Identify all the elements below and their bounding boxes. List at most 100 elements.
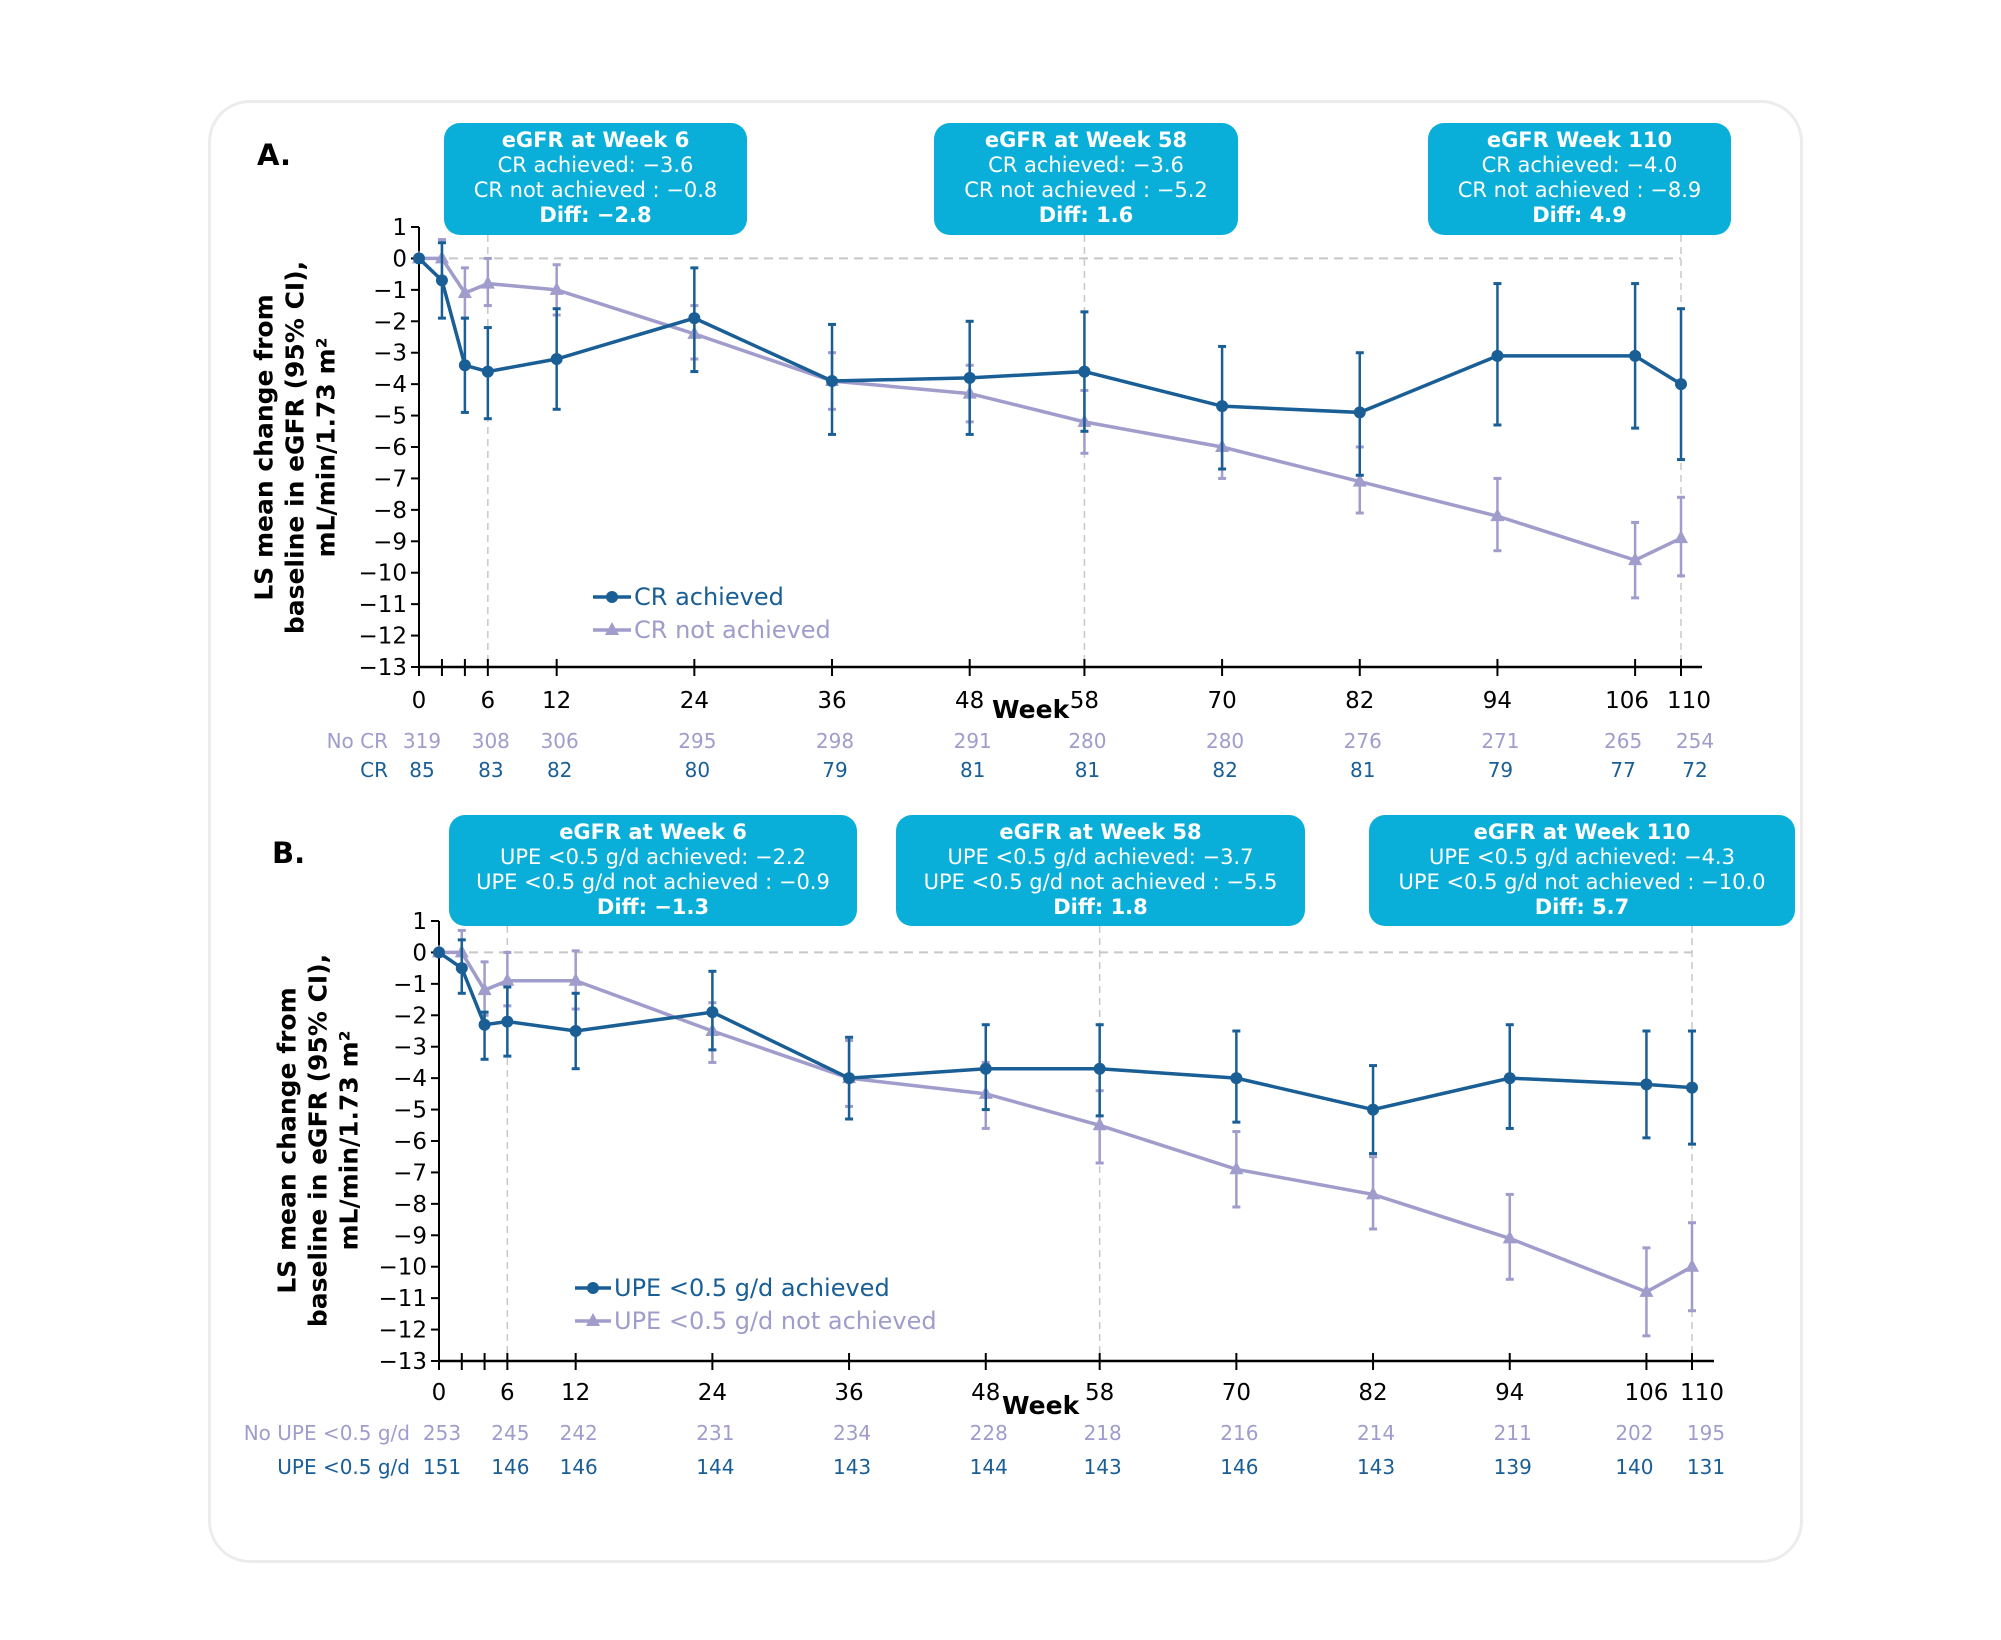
callout-line: UPE <0.5 g/d not achieved : −10.0 <box>1398 870 1766 894</box>
y-axis-title-line: mL/min/1.73 m² <box>311 337 341 558</box>
y-tick-label: −7 <box>393 1160 427 1186</box>
at-risk-row-label: CR <box>360 758 388 782</box>
data-point <box>688 312 701 325</box>
at-risk-row-label: No CR <box>327 729 389 753</box>
y-tick-label: −6 <box>393 1129 427 1155</box>
callout-line: CR not achieved : −8.9 <box>1457 178 1702 202</box>
y-tick-label: 0 <box>412 940 427 966</box>
x-tick-label: 12 <box>542 688 571 714</box>
data-point <box>1674 530 1688 544</box>
data-point <box>413 252 425 265</box>
at-risk-count: 242 <box>560 1421 598 1445</box>
x-tick-label: 82 <box>1358 1380 1387 1406</box>
data-point <box>1503 1072 1516 1085</box>
data-point <box>458 359 471 372</box>
callout-line: CR not achieved : −5.2 <box>964 178 1208 202</box>
data-point <box>568 972 583 986</box>
y-tick-label: 1 <box>392 215 407 241</box>
at-risk-count: 79 <box>822 758 847 782</box>
data-point <box>1216 400 1229 413</box>
y-tick-label: −5 <box>393 1098 427 1124</box>
data-point <box>550 353 563 365</box>
data-point <box>481 365 494 378</box>
x-tick-label: 6 <box>481 688 496 714</box>
at-risk-count: 254 <box>1676 729 1714 753</box>
series-line <box>417 257 1682 415</box>
at-risk-count: 214 <box>1357 1421 1395 1445</box>
data-point <box>1640 1078 1653 1091</box>
y-tick-label: −10 <box>358 561 407 587</box>
data-point <box>1353 406 1366 419</box>
y-tick-label: −5 <box>373 404 407 430</box>
data-point <box>1230 1072 1243 1085</box>
at-risk-count: 291 <box>954 729 992 753</box>
y-tick-label: −12 <box>378 1318 427 1344</box>
at-risk-count: 280 <box>1206 729 1244 753</box>
x-tick-label: 58 <box>1085 1380 1114 1406</box>
y-tick-label: −4 <box>393 1066 427 1092</box>
x-axis-title: Week <box>1002 1391 1080 1420</box>
x-tick-label: 106 <box>1605 688 1649 714</box>
x-tick-label: 110 <box>1667 688 1711 714</box>
at-risk-count: 295 <box>678 729 716 753</box>
legend-label: CR achieved <box>634 583 784 611</box>
x-tick-label: 36 <box>834 1380 863 1406</box>
at-risk-count: 85 <box>409 758 434 782</box>
x-tick-label: 106 <box>1624 1380 1668 1406</box>
data-point <box>826 375 839 387</box>
data-point <box>477 982 492 996</box>
data-point <box>500 972 515 986</box>
x-tick-label: 110 <box>1680 1380 1724 1406</box>
data-point <box>1078 365 1091 378</box>
callout-line: CR not achieved : −0.8 <box>473 178 718 202</box>
callout-line: UPE <0.5 g/d achieved: −2.2 <box>500 845 806 869</box>
callout-diff: Diff: 5.7 <box>1534 895 1630 919</box>
at-risk-count: 228 <box>970 1421 1008 1445</box>
y-tick-label: −1 <box>373 278 407 304</box>
at-risk-row-label: No UPE <0.5 g/d <box>244 1421 410 1445</box>
at-risk-count: 72 <box>1682 758 1707 782</box>
data-point <box>1686 1081 1698 1094</box>
data-point <box>569 1025 582 1037</box>
at-risk-count: 253 <box>423 1421 461 1445</box>
legend-marker-circle-icon <box>606 591 618 603</box>
y-axis-title: LS mean change from baseline in eGFR (95%… <box>272 911 365 1371</box>
at-risk-count: 80 <box>685 758 710 782</box>
y-tick-label: −9 <box>373 529 407 555</box>
at-risk-count: 202 <box>1615 1421 1653 1445</box>
legend-label: UPE <0.5 g/d not achieved <box>614 1307 937 1335</box>
at-risk-count: 195 <box>1687 1421 1725 1445</box>
x-tick-label: 94 <box>1495 1380 1524 1406</box>
data-point <box>1366 1186 1381 1200</box>
at-risk-count: 319 <box>403 729 441 753</box>
y-tick-label: −11 <box>358 592 407 618</box>
at-risk-count: 146 <box>560 1455 598 1479</box>
series-not-achieved <box>412 238 1688 600</box>
at-risk-count: 144 <box>970 1455 1008 1479</box>
at-risk-count: 265 <box>1604 729 1642 753</box>
x-tick-label: 48 <box>955 688 984 714</box>
at-risk-count: 144 <box>696 1455 734 1479</box>
y-tick-label: −3 <box>393 1035 427 1061</box>
callout-line: UPE <0.5 g/d not achieved : −5.5 <box>923 870 1278 894</box>
x-tick-label: 12 <box>561 1380 590 1406</box>
at-risk-count: 79 <box>1488 758 1513 782</box>
data-point <box>979 1062 992 1075</box>
data-point <box>1093 1062 1106 1075</box>
y-tick-label: −6 <box>373 435 407 461</box>
series-line <box>419 256 1682 563</box>
legend-marker-circle-icon <box>587 1282 599 1294</box>
callout-line: UPE <0.5 g/d achieved: −4.3 <box>1429 845 1735 869</box>
callout-diff: Diff: −2.8 <box>539 203 652 227</box>
y-axis-title-line: LS mean change from <box>249 294 279 601</box>
x-tick-label: 58 <box>1070 688 1099 714</box>
data-point <box>1628 552 1643 566</box>
legend-label: UPE <0.5 g/d achieved <box>614 1274 890 1302</box>
data-point <box>1491 349 1504 362</box>
at-risk-count: 146 <box>491 1455 529 1479</box>
callout-box: eGFR Week 110 CR achieved: −4.0 CR not ach… <box>1428 123 1731 235</box>
data-point <box>501 1015 514 1028</box>
data-point <box>1367 1103 1380 1116</box>
data-point <box>455 962 468 975</box>
series-achieved <box>413 241 1687 477</box>
